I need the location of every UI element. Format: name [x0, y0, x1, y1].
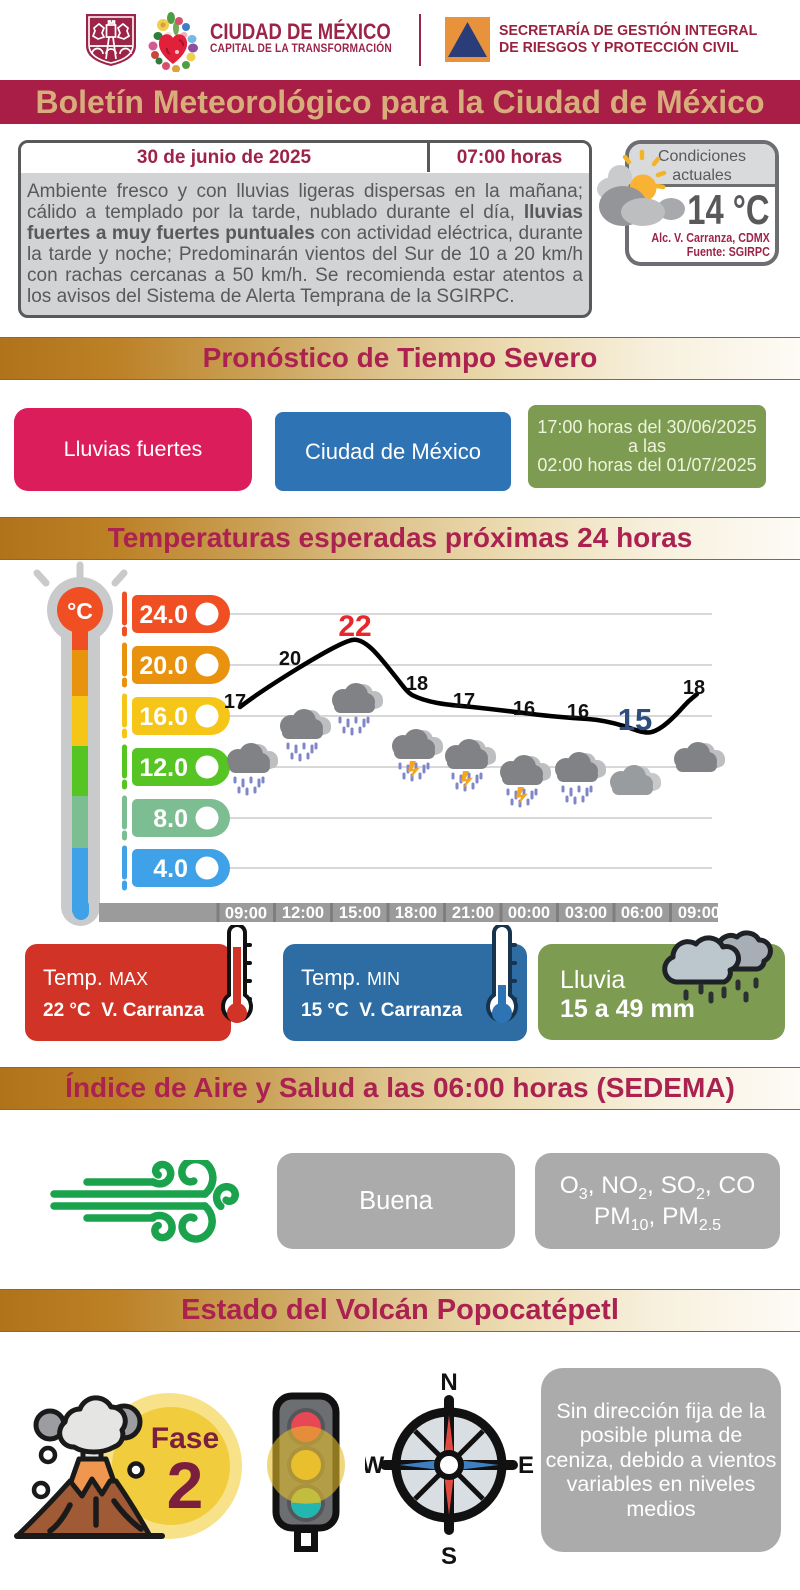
svg-text:24.0: 24.0 [139, 601, 188, 629]
svg-text:18:00: 18:00 [395, 904, 437, 922]
svg-text:00:00: 00:00 [508, 904, 550, 922]
svg-text:15: 15 [618, 702, 652, 737]
svg-text:18: 18 [683, 677, 705, 699]
svg-text:8.0: 8.0 [153, 805, 188, 833]
svg-text:12:00: 12:00 [282, 904, 324, 922]
svg-text:15:00: 15:00 [339, 904, 381, 922]
svg-text:18: 18 [406, 673, 428, 695]
svg-text:12.0: 12.0 [139, 754, 188, 782]
svg-text:20.0: 20.0 [139, 652, 188, 680]
svg-text:°C: °C [67, 598, 93, 624]
svg-text:17: 17 [453, 690, 475, 712]
svg-text:16: 16 [513, 698, 535, 720]
svg-text:4.0: 4.0 [153, 855, 188, 883]
svg-text:09:00: 09:00 [678, 904, 720, 922]
svg-text:21:00: 21:00 [452, 904, 494, 922]
svg-text:N: N [440, 1369, 457, 1396]
svg-text:16: 16 [567, 701, 589, 723]
svg-text:E: E [518, 1452, 534, 1479]
svg-text:20: 20 [279, 648, 301, 670]
svg-text:S: S [441, 1543, 457, 1568]
svg-text:16.0: 16.0 [139, 703, 188, 731]
svg-text:03:00: 03:00 [565, 904, 607, 922]
svg-text:W: W [365, 1452, 385, 1479]
svg-text:09:00: 09:00 [225, 905, 267, 923]
svg-text:17: 17 [224, 691, 246, 713]
svg-text:22: 22 [338, 610, 371, 643]
svg-text:06:00: 06:00 [621, 904, 663, 922]
